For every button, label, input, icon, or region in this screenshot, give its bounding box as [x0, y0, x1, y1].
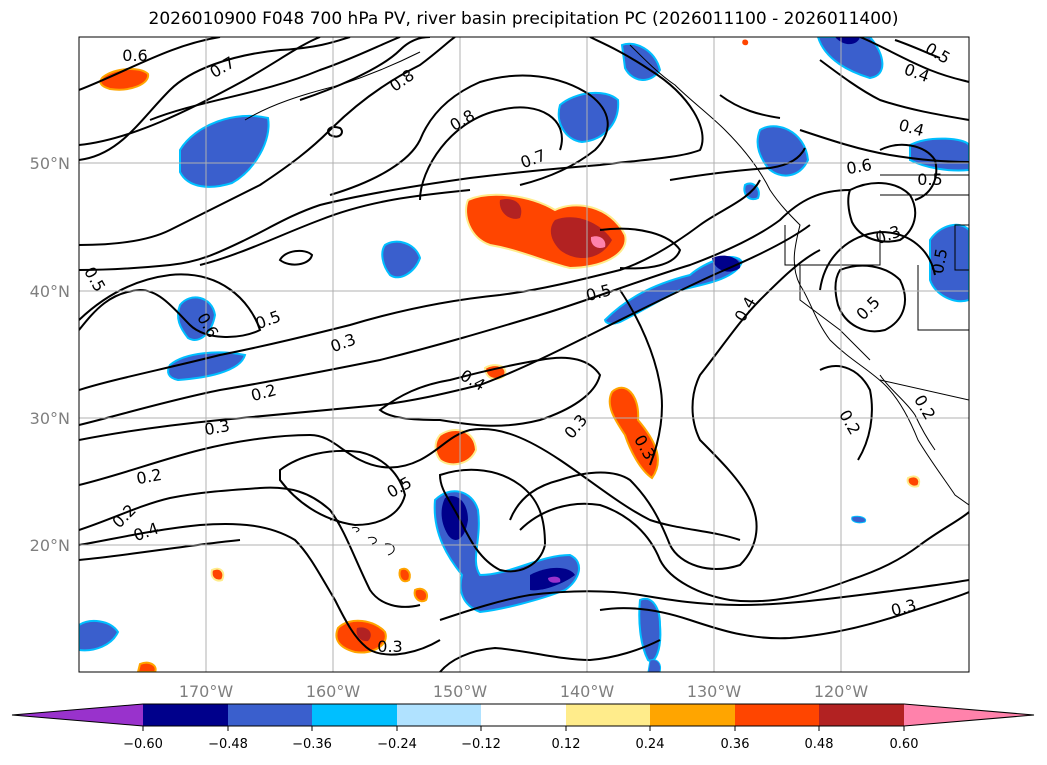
lat-label-50n: 50°N	[30, 154, 70, 173]
colorbar-tick-label: 0.36	[721, 737, 750, 752]
plot-title: 2026010900 F048 700 hPa PV, river basin …	[148, 9, 899, 29]
colorbar-segment	[228, 704, 312, 726]
contour-label: 0.3	[203, 416, 231, 439]
colorbar-segment	[481, 704, 566, 726]
gridlines	[79, 37, 969, 672]
colorbar-tick-label: −0.24	[377, 737, 417, 752]
colorbar-tick-label: 0.24	[636, 737, 665, 752]
colorbar-tick-label: −0.60	[123, 737, 163, 752]
lat-label-40n: 40°N	[30, 282, 70, 301]
lon-label-150w: 150°W	[433, 682, 488, 701]
colorbar-segment	[650, 704, 735, 726]
lon-label-140w: 140°W	[560, 682, 615, 701]
contour-label: 0.5	[917, 170, 942, 189]
colorbar-segment	[735, 704, 819, 726]
colorbar-segment	[397, 704, 481, 726]
colorbar-segment	[819, 704, 904, 726]
colorbar-tick-label: −0.36	[292, 737, 332, 752]
lon-label-120w: 120°W	[814, 682, 869, 701]
map-frame	[78, 36, 970, 673]
lon-label-170w: 170°W	[179, 682, 234, 701]
lat-label-20n: 20°N	[30, 536, 70, 555]
lon-label-130w: 130°W	[687, 682, 742, 701]
colorbar-segment	[312, 704, 397, 726]
colorbar-segment	[566, 704, 650, 726]
colorbar-tick-label: 0.12	[552, 737, 581, 752]
lon-label-160w: 160°W	[306, 682, 361, 701]
pv-contours	[79, 37, 969, 672]
contour-label: 0.5	[928, 247, 951, 275]
colorbar-segment	[143, 704, 228, 726]
colorbar-extend-max	[904, 704, 1034, 726]
lat-label-30n: 30°N	[30, 409, 70, 428]
colorbar-tick-label: 0.48	[805, 737, 834, 752]
contour-label: 0.6	[845, 155, 873, 178]
colorbar-extend-min	[12, 704, 143, 726]
contour-label: 0.3	[377, 637, 402, 656]
colorbar-tick-label: −0.48	[208, 737, 248, 752]
contour-label: 0.6	[122, 46, 147, 65]
precip-shading	[79, 37, 969, 672]
contour-label: 0.2	[135, 465, 163, 488]
colorbar-tick-label: 0.60	[890, 737, 919, 752]
colorbar-tick-label: −0.12	[461, 737, 501, 752]
colorbar: −0.60 −0.48 −0.36 −0.24 −0.12 0.12 0.24 …	[11, 703, 1035, 752]
